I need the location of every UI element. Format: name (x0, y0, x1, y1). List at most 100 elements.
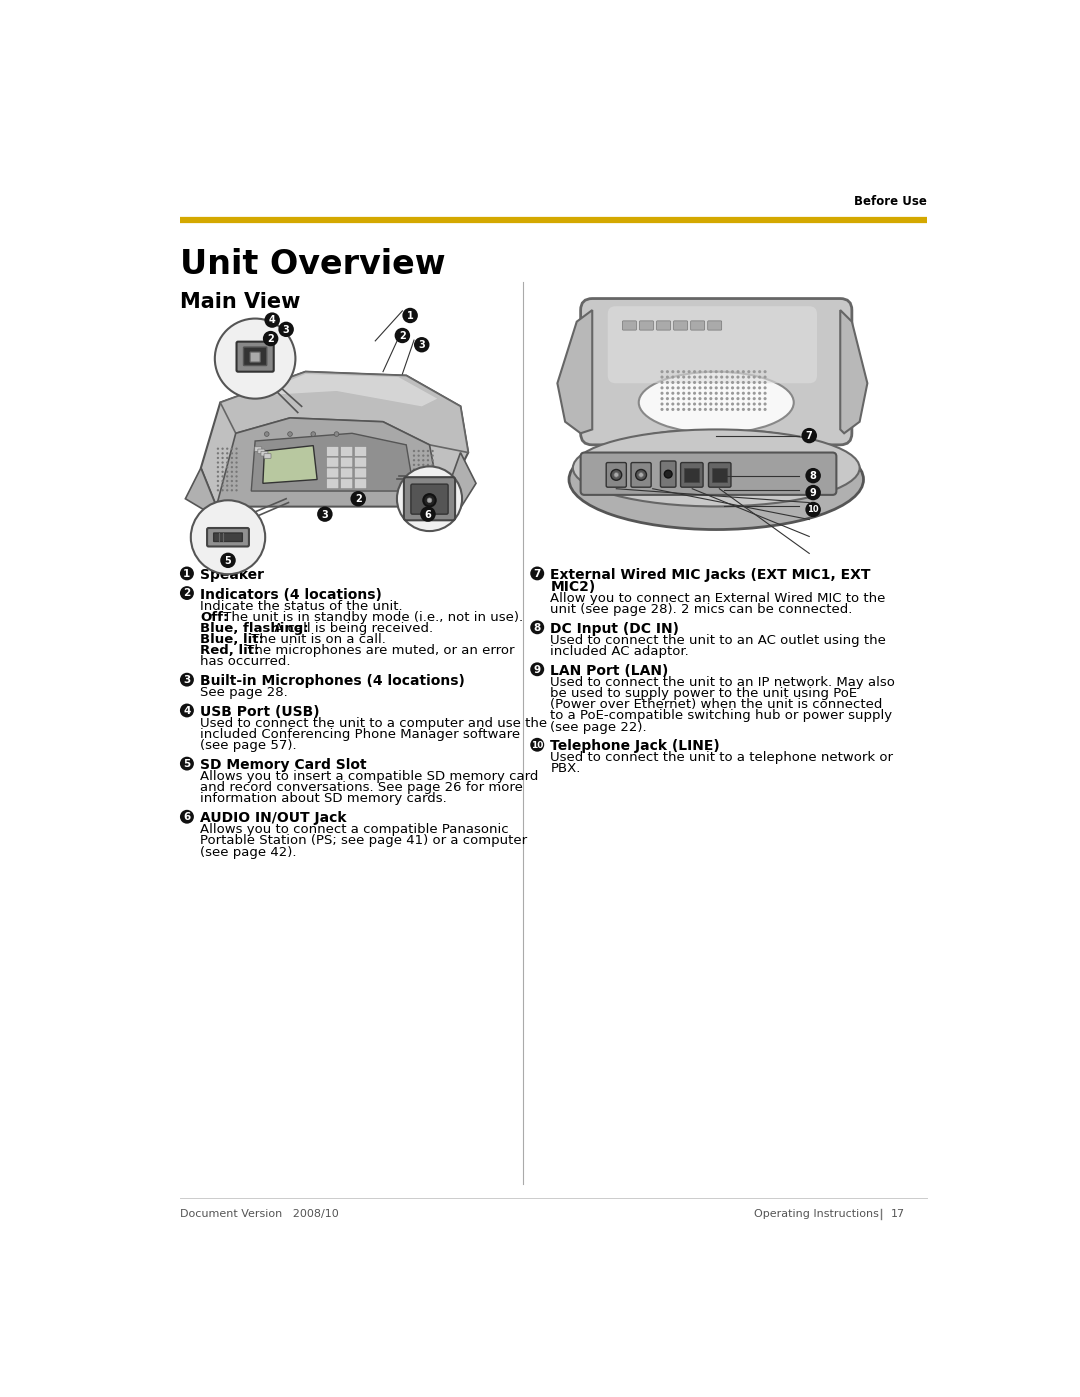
Circle shape (764, 381, 767, 384)
Circle shape (742, 376, 745, 379)
Circle shape (742, 402, 745, 405)
Text: Used to connect the unit to an AC outlet using the: Used to connect the unit to an AC outlet… (551, 634, 887, 647)
Text: 2: 2 (267, 334, 274, 344)
Circle shape (661, 391, 663, 395)
FancyBboxPatch shape (404, 478, 455, 520)
Circle shape (403, 307, 418, 323)
Circle shape (217, 467, 219, 468)
Circle shape (672, 381, 674, 384)
Text: 7: 7 (534, 569, 541, 578)
Circle shape (431, 450, 434, 453)
Circle shape (431, 486, 434, 489)
Circle shape (427, 460, 429, 461)
Text: Speaker: Speaker (200, 569, 265, 583)
FancyBboxPatch shape (255, 447, 261, 451)
FancyBboxPatch shape (354, 457, 367, 467)
Circle shape (220, 553, 235, 569)
Text: 2: 2 (184, 588, 190, 598)
Circle shape (221, 485, 224, 486)
Circle shape (226, 471, 228, 474)
Circle shape (221, 447, 224, 450)
Circle shape (530, 620, 544, 634)
Circle shape (418, 482, 420, 485)
Circle shape (720, 381, 724, 384)
Text: The unit is on a call.: The unit is on a call. (246, 633, 386, 645)
Text: PBX.: PBX. (551, 763, 581, 775)
Circle shape (613, 472, 619, 478)
Circle shape (661, 397, 663, 400)
Text: SD Memory Card Slot: SD Memory Card Slot (200, 759, 367, 773)
Circle shape (418, 478, 420, 481)
Circle shape (413, 482, 415, 485)
Circle shape (413, 460, 415, 461)
Circle shape (737, 387, 740, 390)
Circle shape (431, 454, 434, 457)
Text: Off:: Off: (200, 610, 229, 624)
Text: AUDIO IN/OUT Jack: AUDIO IN/OUT Jack (200, 812, 347, 826)
Circle shape (350, 490, 366, 507)
Circle shape (693, 397, 697, 400)
Circle shape (235, 471, 238, 474)
Ellipse shape (638, 372, 794, 433)
Text: The microphones are muted, or an error: The microphones are muted, or an error (242, 644, 514, 657)
Circle shape (180, 757, 194, 771)
FancyBboxPatch shape (680, 462, 703, 488)
Circle shape (693, 370, 697, 373)
Circle shape (683, 397, 685, 400)
Circle shape (731, 381, 734, 384)
Circle shape (427, 474, 429, 475)
Circle shape (693, 391, 697, 395)
Circle shape (742, 370, 745, 373)
Circle shape (427, 464, 429, 467)
Circle shape (235, 481, 238, 482)
FancyBboxPatch shape (708, 462, 731, 488)
Circle shape (422, 482, 424, 485)
Circle shape (265, 313, 280, 328)
Circle shape (699, 408, 702, 411)
Circle shape (231, 471, 233, 474)
Circle shape (731, 376, 734, 379)
Circle shape (726, 408, 729, 411)
FancyBboxPatch shape (326, 447, 339, 457)
Circle shape (715, 376, 718, 379)
Circle shape (422, 492, 424, 493)
Circle shape (226, 467, 228, 468)
Text: included AC adaptor.: included AC adaptor. (551, 645, 689, 658)
Circle shape (431, 464, 434, 467)
Circle shape (731, 387, 734, 390)
Text: Unit Overview: Unit Overview (180, 249, 446, 281)
Text: 17: 17 (891, 1208, 905, 1218)
Circle shape (666, 391, 669, 395)
Circle shape (231, 467, 233, 468)
Circle shape (704, 376, 707, 379)
Text: 5: 5 (225, 556, 231, 566)
Circle shape (231, 489, 233, 492)
Polygon shape (220, 372, 469, 453)
Circle shape (672, 370, 674, 373)
Circle shape (742, 387, 745, 390)
Circle shape (731, 397, 734, 400)
Circle shape (693, 387, 697, 390)
Circle shape (666, 397, 669, 400)
Circle shape (530, 662, 544, 676)
Circle shape (217, 457, 219, 460)
Text: 9: 9 (534, 665, 541, 675)
FancyBboxPatch shape (608, 306, 816, 383)
Circle shape (530, 738, 544, 752)
Circle shape (764, 391, 767, 395)
Circle shape (422, 450, 424, 453)
Circle shape (418, 450, 420, 453)
Circle shape (231, 461, 233, 464)
Circle shape (431, 460, 434, 461)
Circle shape (710, 387, 713, 390)
Circle shape (672, 376, 674, 379)
FancyBboxPatch shape (707, 321, 721, 330)
Circle shape (753, 402, 756, 405)
Circle shape (726, 402, 729, 405)
Circle shape (753, 376, 756, 379)
Circle shape (666, 402, 669, 405)
Circle shape (688, 391, 691, 395)
Text: 8: 8 (534, 623, 541, 633)
Circle shape (683, 402, 685, 405)
Circle shape (180, 704, 194, 718)
